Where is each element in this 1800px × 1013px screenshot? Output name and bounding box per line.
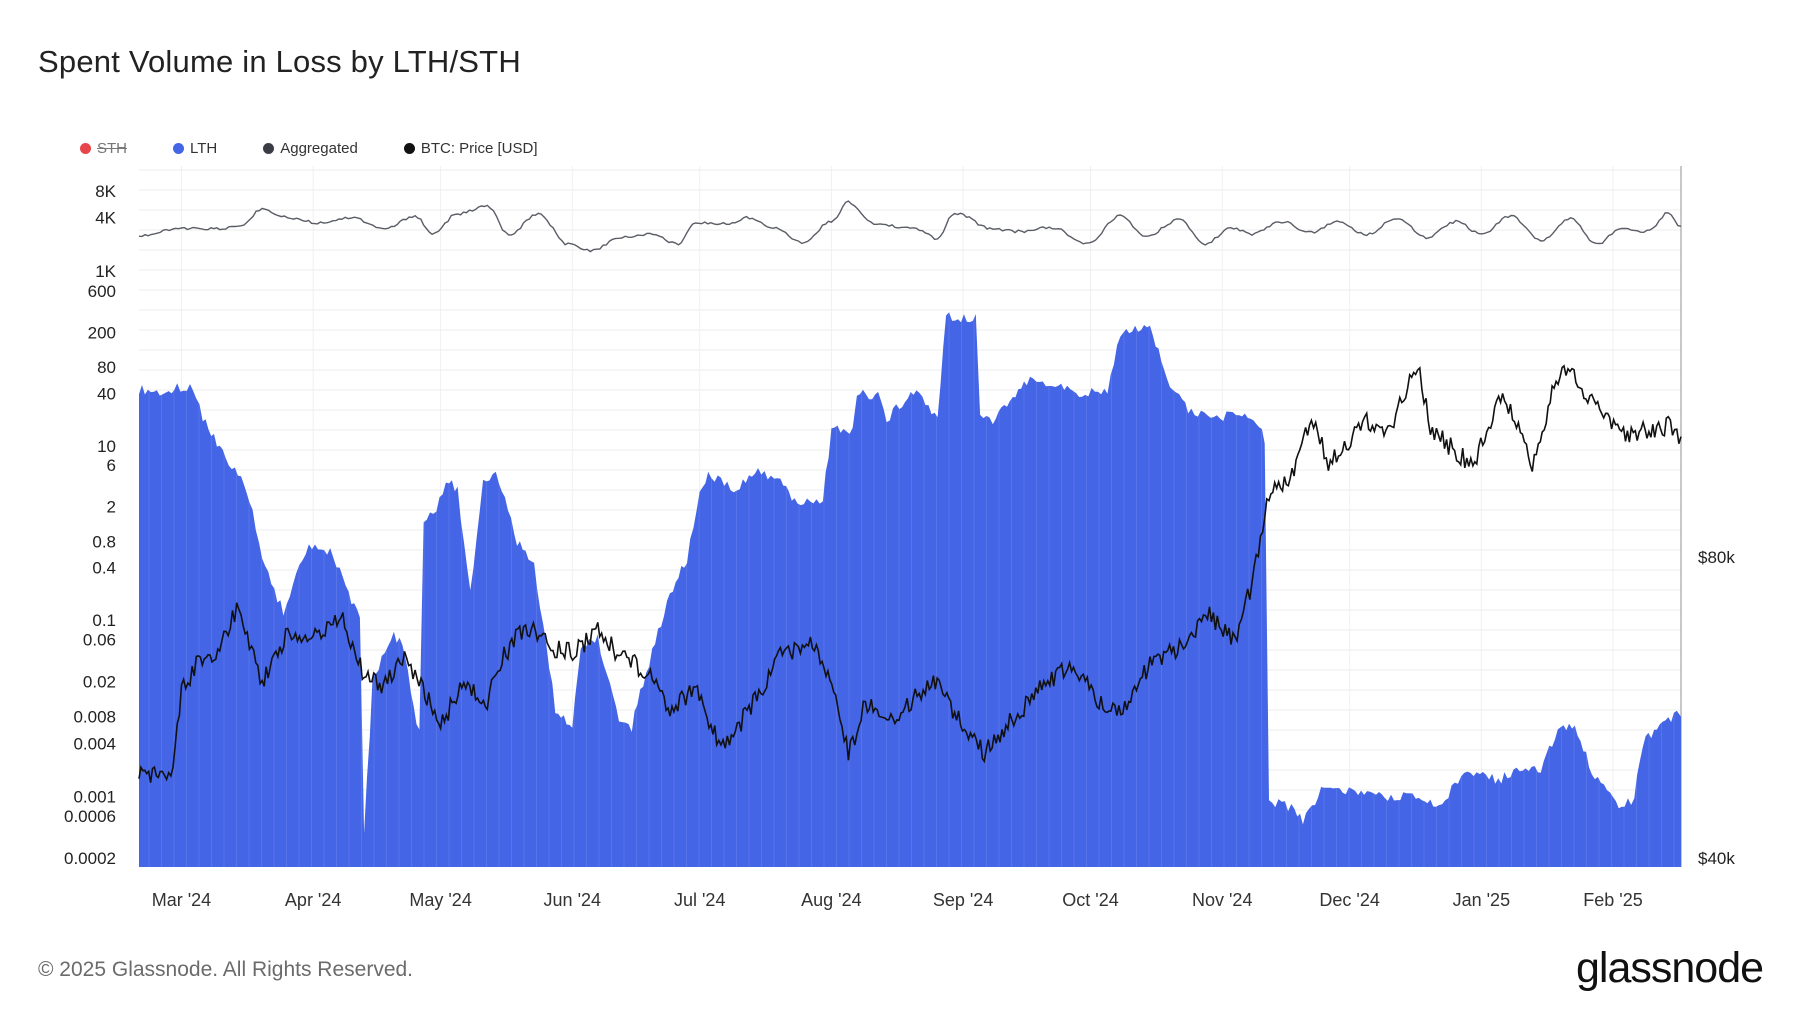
x-axis-tick-label: Oct '24 bbox=[1062, 890, 1118, 910]
y-axis-right-tick-label: $80k bbox=[1698, 548, 1735, 567]
chart-legend: STH LTH Aggregated BTC: Price [USD] bbox=[80, 140, 584, 157]
y-axis-left-tick-label: 0.4 bbox=[92, 559, 116, 578]
x-axis-tick-label: Jul '24 bbox=[674, 890, 725, 910]
y-axis-left-tick-label: 40 bbox=[97, 384, 116, 403]
y-axis-left-tick-label: 0.0002 bbox=[64, 849, 116, 868]
x-axis-tick-label: May '24 bbox=[409, 890, 471, 910]
x-axis-tick-label: Feb '25 bbox=[1583, 890, 1642, 910]
y-axis-left-tick-label: 10 bbox=[97, 437, 116, 456]
y-axis-left-tick-label: 0.008 bbox=[73, 708, 116, 727]
y-axis-right-tick-label: $40k bbox=[1698, 849, 1735, 868]
legend-label-aggregated: Aggregated bbox=[280, 140, 358, 157]
y-axis-left-tick-label: 0.001 bbox=[73, 787, 116, 806]
lth-area bbox=[139, 312, 1681, 867]
chart-title: Spent Volume in Loss by LTH/STH bbox=[38, 44, 521, 79]
legend-label-btc-price: BTC: Price [USD] bbox=[420, 140, 538, 157]
y-axis-left-tick-label: 0.1 bbox=[92, 611, 116, 630]
y-axis-left-tick-label: 2 bbox=[107, 498, 116, 517]
legend-item-btc-price[interactable]: BTC: Price [USD] bbox=[403, 140, 538, 157]
y-axis-left-tick-label: 1K bbox=[95, 262, 116, 281]
legend-label-sth: STH bbox=[97, 140, 127, 157]
x-axis-tick-label: Aug '24 bbox=[801, 890, 862, 910]
legend-dot-aggregated bbox=[263, 143, 275, 154]
legend-dot-lth bbox=[173, 143, 184, 154]
y-axis-left-tick-label: 0.02 bbox=[83, 673, 116, 692]
y-axis-left-tick-label: 0.0006 bbox=[64, 807, 116, 826]
x-axis-tick-label: Jan '25 bbox=[1453, 890, 1510, 910]
legend-dot-sth bbox=[80, 143, 91, 154]
legend-item-lth[interactable]: LTH bbox=[173, 140, 217, 157]
y-axis-left-tick-label: 6 bbox=[107, 456, 116, 475]
y-axis-left-tick-label: 4K bbox=[95, 209, 116, 228]
y-axis-left-tick-label: 0.06 bbox=[83, 631, 116, 650]
legend-label-lth: LTH bbox=[190, 140, 218, 157]
aggregated-line bbox=[138, 200, 1682, 253]
y-axis-left-tick-label: 0.8 bbox=[92, 532, 116, 551]
y-axis-left-tick-label: 0.004 bbox=[73, 734, 116, 753]
y-axis-left-tick-label: 80 bbox=[97, 358, 116, 377]
x-axis-tick-label: Jun '24 bbox=[544, 890, 601, 910]
y-axis-left-tick-label: 8K bbox=[95, 182, 116, 201]
y-axis-left-tick-label: 600 bbox=[88, 282, 116, 301]
y-axis-left-tick-label: 200 bbox=[88, 324, 116, 343]
copyright-text: © 2025 Glassnode. All Rights Reserved. bbox=[38, 958, 414, 981]
x-axis-tick-label: Nov '24 bbox=[1192, 890, 1252, 910]
x-axis-tick-label: Mar '24 bbox=[152, 890, 211, 910]
glassnode-logo: glassnode bbox=[1576, 944, 1764, 992]
legend-item-sth[interactable]: STH bbox=[80, 140, 127, 157]
btc-price-line bbox=[138, 364, 1682, 783]
x-axis-tick-label: Dec '24 bbox=[1319, 890, 1379, 910]
x-axis-tick-label: Apr '24 bbox=[285, 890, 341, 910]
legend-item-aggregated[interactable]: Aggregated bbox=[263, 140, 358, 157]
x-axis-tick-label: Sep '24 bbox=[933, 890, 994, 910]
legend-dot-btc-price bbox=[403, 143, 415, 154]
